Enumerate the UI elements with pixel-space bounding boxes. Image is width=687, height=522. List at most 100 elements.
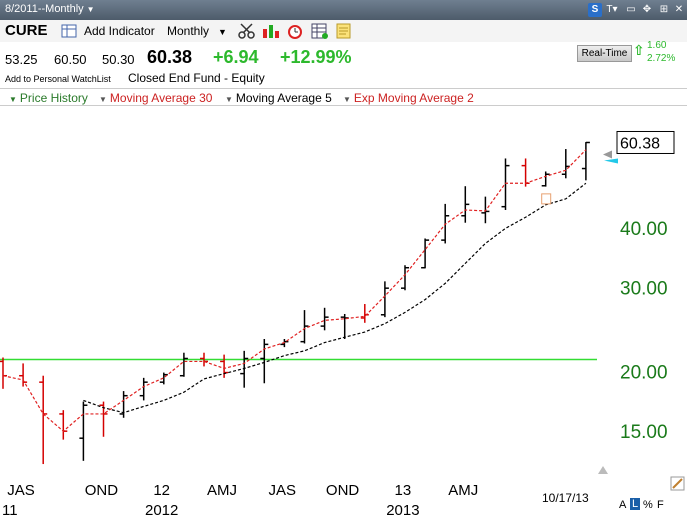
tv-icon[interactable]: T▾ xyxy=(606,4,618,15)
minimize-icon[interactable]: ▭ xyxy=(626,4,636,15)
x-tick-label: JAS xyxy=(269,482,297,499)
legend-chevron-icon: ▼ xyxy=(225,95,233,104)
legend-ema2-label: Exp Moving Average 2 xyxy=(353,91,474,105)
period-select[interactable]: Monthly xyxy=(167,24,210,38)
chart-date: 10/17/13 xyxy=(542,491,589,505)
y-axis-layer: 40.00 30.00 20.00 15.00 xyxy=(620,219,668,443)
x-tick-sublabel: 2012 xyxy=(145,502,178,519)
ohlc-bar xyxy=(360,304,369,323)
rt-change-percent: 2.72% xyxy=(647,53,676,64)
ohlc-bar xyxy=(401,265,409,291)
window-title-text: 8/2011--Monthly xyxy=(5,3,84,15)
symbol-label[interactable]: CURE xyxy=(5,22,48,39)
legend-chevron-icon: ▼ xyxy=(9,95,17,104)
scale-log-button[interactable]: L xyxy=(630,498,641,510)
ohlc-bar xyxy=(421,238,430,269)
ohlc-bar xyxy=(320,307,329,331)
low-value: 50.30 xyxy=(102,52,135,67)
x-tick-label: 13 xyxy=(395,482,412,499)
x-tick-label: OND xyxy=(85,482,119,499)
ma5-line xyxy=(83,182,587,414)
ohlc-bar xyxy=(179,352,188,377)
ohlc-bar xyxy=(240,350,249,388)
scale-auto-button[interactable]: A xyxy=(619,499,627,511)
legend-ma5-label: Moving Average 5 xyxy=(235,91,332,105)
fund-type: Closed End Fund - Equity xyxy=(128,71,265,85)
bars-icon[interactable] xyxy=(262,23,280,39)
period-chevron-down-icon[interactable]: ▼ xyxy=(218,27,227,37)
legend-price-history[interactable]: ▼ Price History xyxy=(9,91,88,105)
x-axis-layer: JAS 11 OND 12 2012 AMJ JAS OND 13 2013 AMJ xyxy=(2,482,478,519)
legend-ema2[interactable]: ▼ Exp Moving Average 2 xyxy=(343,91,474,105)
note-icon[interactable] xyxy=(335,23,353,39)
ohlc-bar xyxy=(159,372,168,385)
x-tick-sublabel: 2013 xyxy=(386,502,419,519)
legend-chevron-icon: ▼ xyxy=(343,95,351,104)
cyan-marker-icon xyxy=(604,158,618,164)
y-tick-label: 30.00 xyxy=(620,278,668,299)
ohlc-bar xyxy=(541,171,550,187)
ohlc-bar xyxy=(99,401,108,437)
ohlc-bar xyxy=(139,377,148,401)
open-value: 53.25 xyxy=(5,52,38,67)
ohlc-bar xyxy=(260,338,269,384)
indicator-lines-layer xyxy=(2,149,587,432)
ohlc-bar xyxy=(581,141,590,181)
ohlc-bar xyxy=(380,281,389,318)
scale-percent-button[interactable]: % xyxy=(643,499,653,511)
legend-ma30[interactable]: ▼ Moving Average 30 xyxy=(99,91,212,105)
x-tick-label: OND xyxy=(326,482,360,499)
price-pointer-icon xyxy=(603,150,612,159)
high-value: 60.50 xyxy=(54,52,87,67)
y-tick-label: 20.00 xyxy=(620,363,668,384)
add-indicator-button[interactable]: Add Indicator xyxy=(84,24,155,38)
ohlc-bar xyxy=(521,158,530,187)
x-tick-label: AMJ xyxy=(207,482,237,499)
ohlc-bar xyxy=(79,401,88,461)
y-tick-label: 40.00 xyxy=(620,219,668,240)
title-bar: 8/2011--Monthly ▼ S T▾ ▭ ✥ ⊞ ✕ xyxy=(0,0,687,20)
alarm-clock-icon[interactable] xyxy=(286,23,304,39)
move-icon[interactable]: ✥ xyxy=(642,4,652,15)
x-tick-sublabel: 11 xyxy=(2,502,18,519)
ohlc-bar xyxy=(340,313,349,339)
y-tick-label: 15.00 xyxy=(620,422,668,443)
layout-icon[interactable]: ⊞ xyxy=(659,4,669,15)
table-icon[interactable] xyxy=(311,23,329,39)
event-house-icon xyxy=(541,193,552,205)
last-price-box xyxy=(616,130,675,154)
change-value: +6.94 xyxy=(213,47,259,67)
s-link-icon[interactable]: S xyxy=(588,3,602,17)
legend-price-history-label: Price History xyxy=(19,91,88,105)
ohlc-bar xyxy=(0,357,7,389)
legend-chevron-icon: ▼ xyxy=(99,95,107,104)
realtime-button[interactable]: Real-Time xyxy=(577,45,632,62)
indicator-grid-icon[interactable] xyxy=(61,24,79,40)
ohlc-bar xyxy=(501,158,510,210)
ohlc-bars-layer xyxy=(0,141,590,465)
rt-change: 1.60 xyxy=(647,40,667,51)
chevron-down-icon[interactable]: ▼ xyxy=(86,5,95,14)
ohlc-bar xyxy=(300,310,309,344)
x-tick-label: AMJ xyxy=(448,482,478,499)
legend-ma5[interactable]: ▼ Moving Average 5 xyxy=(225,91,332,105)
x-tick-label: JAS xyxy=(7,482,35,499)
window-title[interactable]: 8/2011--Monthly ▼ xyxy=(5,3,95,15)
toolbar: CURE Add Indicator Monthly ▼ xyxy=(0,20,687,42)
x-tick-label: 12 xyxy=(153,482,170,499)
scale-f-button[interactable]: F xyxy=(657,499,664,511)
ohlc-bar xyxy=(119,391,128,418)
change-percent: +12.99% xyxy=(280,47,352,67)
ohlc-bar xyxy=(461,186,470,223)
ohlc-bar xyxy=(561,149,570,179)
quote-bar: 53.25 60.50 50.30 60.38 +6.94 +12.99% Ad… xyxy=(0,40,687,88)
close-icon[interactable]: ✕ xyxy=(674,4,684,15)
watchlist-link[interactable]: Add to Personal WatchList xyxy=(5,74,111,84)
ohlc-bar xyxy=(39,375,48,465)
last-price: 60.38 xyxy=(147,47,193,67)
scissors-icon[interactable] xyxy=(238,23,256,39)
legend-bar: ▼ Price History ▼ Moving Average 30 ▼ Movin… xyxy=(0,88,687,106)
ohlc-bar xyxy=(19,363,28,387)
pencil-icon xyxy=(672,478,683,489)
